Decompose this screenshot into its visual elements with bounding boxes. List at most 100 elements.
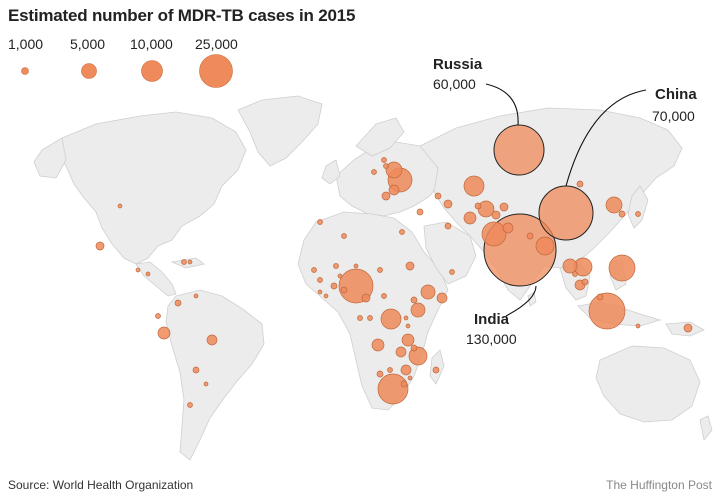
bubble-romania [381, 191, 391, 201]
scandinavia [355, 117, 405, 157]
bubble-rwanda [403, 315, 409, 321]
bubble-gabon [357, 315, 363, 321]
callout-china-value: 70,000 [652, 108, 695, 124]
bubble-turkey [416, 208, 424, 216]
bubble-vietnam [562, 258, 578, 274]
bubble-bolivia [192, 366, 200, 374]
bubble-senegal [311, 267, 317, 273]
bubble-cambodia [581, 278, 589, 286]
legend-label-25000: 25,000 [195, 36, 238, 52]
bubble-congo [367, 315, 373, 321]
russia-leader [485, 83, 519, 126]
legend-bubbles [21, 54, 233, 88]
south-america [165, 289, 265, 461]
bubble-azerbaijan [443, 199, 453, 209]
north-america [57, 111, 247, 265]
bubble-honduras [145, 271, 151, 277]
bubble-mongolia [576, 180, 584, 188]
bubble-tajikistan [491, 210, 501, 220]
bubble-egypt [399, 229, 405, 235]
bubble-angola [371, 338, 385, 352]
bubble-lesotho [400, 380, 408, 388]
india-leader [505, 285, 537, 317]
bubble-belarus [385, 161, 403, 179]
bubble-malaysia [596, 293, 604, 301]
bubble-guinea [317, 277, 323, 283]
bubble-madagascar [432, 366, 440, 374]
callout-russia-value: 60,000 [433, 76, 476, 92]
bubble-haiti [181, 259, 187, 265]
bubble-georgia [434, 192, 442, 200]
bubble-sudan [405, 261, 415, 271]
bubble-russia [493, 124, 545, 176]
bubble-somalia [436, 292, 448, 304]
callout-india-value: 130,000 [466, 331, 517, 347]
credit-note: The Huffington Post [606, 478, 712, 492]
bubble-afghanistan [502, 222, 514, 234]
legend-label-10000: 10,000 [130, 36, 173, 52]
bubble-usa [117, 203, 123, 209]
callout-india-name: India [474, 311, 510, 328]
bubble-chad [377, 267, 383, 273]
sri-lanka [527, 291, 537, 307]
legend-bubble-1000 [21, 67, 29, 75]
bubble-ivory-coast [330, 282, 338, 290]
bubble-timor [635, 323, 641, 329]
bubble-malawi [410, 344, 418, 352]
bubble-kazakhstan [463, 175, 485, 197]
callout-leaders [485, 83, 647, 317]
bubble-kenya [420, 284, 436, 300]
bubble-philippines [608, 254, 636, 282]
bubble-ecuador [155, 313, 161, 319]
bubble-kyrgyzstan [499, 202, 509, 212]
bubble-peru [157, 326, 171, 340]
legend-label-5000: 5,000 [70, 36, 106, 52]
bubble-mali [333, 263, 339, 269]
bubble-north-korea [605, 196, 623, 214]
china-leader [565, 89, 647, 187]
bubble-guatemala [135, 267, 141, 273]
bubble-bangladesh [535, 236, 555, 256]
bubble-venezuela [193, 293, 199, 299]
country-bubbles [95, 124, 693, 408]
bubble-colombia [174, 299, 182, 307]
bubble-algeria [341, 233, 347, 239]
map-title: Estimated number of MDR-TB cases in 2015 [8, 6, 356, 25]
bubble-poland [371, 169, 377, 175]
bubble-south-korea [618, 210, 626, 218]
bubble-yemen [449, 269, 455, 275]
bubble-uzbekistan [477, 200, 495, 218]
bubble-pakistan [481, 221, 507, 247]
bubble-niger [353, 263, 359, 269]
bubble-uganda [410, 296, 418, 304]
land [33, 95, 713, 461]
bubble-moldova [388, 184, 400, 196]
bubble-indonesia [588, 292, 626, 330]
bubble-burundi [405, 323, 411, 329]
bubble-namibia [376, 370, 384, 378]
legend-bubble-5000 [81, 63, 97, 79]
bubble-drc [380, 308, 402, 330]
source-note: Source: World Health Organization [8, 478, 194, 492]
japan [627, 185, 649, 229]
bubble-south-africa [377, 373, 409, 405]
bubble-latvia [381, 157, 387, 163]
bubble-zambia [395, 346, 407, 358]
bubble-brazil [206, 334, 218, 346]
bubble-swaziland [407, 375, 413, 381]
australia [595, 345, 701, 423]
legend-bubble-10000 [141, 60, 163, 82]
new-zealand [699, 415, 713, 441]
central-america [135, 261, 177, 297]
uk [321, 159, 341, 185]
arabia [423, 221, 477, 285]
bubble-sierra-leone [317, 289, 323, 295]
callout-russia-name: Russia [433, 56, 483, 73]
bubble-iraq [444, 222, 452, 230]
bubble-japan [635, 211, 641, 217]
bubble-liberia [323, 293, 329, 299]
legend-bubble-25000 [199, 54, 233, 88]
bubble-cameroon [361, 293, 371, 303]
bubble-tanzania [401, 333, 415, 347]
